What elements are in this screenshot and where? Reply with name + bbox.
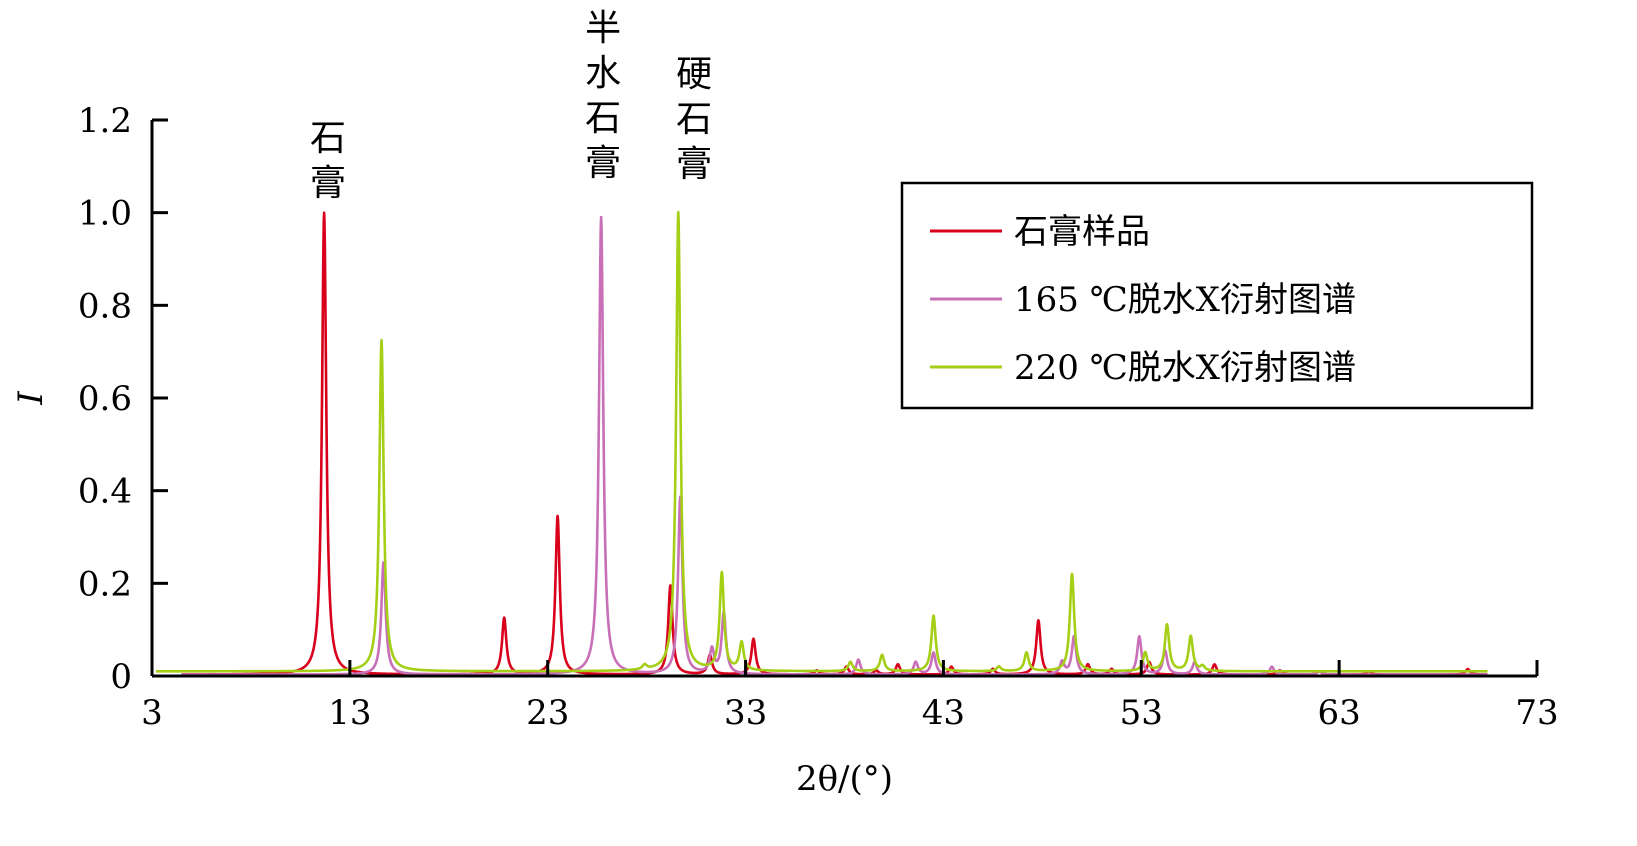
- legend-items: 石膏样品 165 ℃脱水X衍射图谱 220 ℃脱水X衍射图谱: [930, 212, 1356, 388]
- y-tick-label: 0.4: [78, 472, 132, 512]
- y-axis-ticks: 0 0.2 0.4 0.6 0.8 1.0 1.2: [78, 101, 168, 697]
- peak-annotation-char: 膏: [676, 144, 712, 185]
- x-tick-label: 43: [922, 693, 965, 733]
- legend-label-0: 石膏样品: [1014, 212, 1150, 252]
- legend-label-1: 165 ℃脱水X衍射图谱: [1014, 280, 1356, 320]
- legend-box: [900, 181, 1534, 410]
- plot-area: 3 13 23 33 43 53 63 73 00.20.40.60.81.01.2 石膏半水…: [78, 8, 1559, 733]
- peak-annotation: 石膏: [310, 118, 346, 204]
- legend-label-2: 220 ℃脱水X衍射图谱: [1014, 348, 1356, 388]
- series-line-1: [180, 215, 1489, 676]
- peak-annotation-char: 水: [585, 53, 621, 94]
- peak-annotation: 硬石膏: [676, 54, 712, 185]
- y-tick-label: 1.0: [78, 194, 132, 234]
- y-tick-label: 0.8: [78, 286, 132, 326]
- x-axis-title: 2θ/(°): [796, 759, 893, 799]
- y-tick-label: 0.2: [78, 564, 132, 604]
- x-tick-label: 3: [141, 693, 163, 733]
- x-tick-label: 33: [724, 693, 767, 733]
- peak-annotation-char: 石: [585, 98, 621, 139]
- peak-annotation-char: 膏: [310, 163, 346, 204]
- y-axis-title: I: [11, 391, 51, 406]
- y-tick-label: 0.6: [78, 379, 132, 419]
- peak-annotation-char: 硬: [676, 54, 712, 95]
- peak-annotation-char: 膏: [585, 143, 621, 184]
- y-tick-label: 1.2: [78, 101, 132, 141]
- x-tick-label: 73: [1515, 693, 1558, 733]
- y-tick-label: 0: [110, 657, 132, 697]
- x-axis-ticks: 3 13 23 33 43 53 63 73: [141, 660, 1559, 733]
- legend: 石膏样品 165 ℃脱水X衍射图谱 220 ℃脱水X衍射图谱: [900, 181, 1534, 410]
- x-tick-label: 63: [1318, 693, 1361, 733]
- peak-annotation-char: 石: [310, 118, 346, 159]
- peak-annotation-char: 石: [676, 99, 712, 140]
- x-tick-label: 13: [328, 693, 371, 733]
- series-group: [155, 210, 1489, 676]
- x-tick-label: 53: [1120, 693, 1163, 733]
- series-line-2: [155, 210, 1489, 673]
- peak-annotation-char: 半: [585, 8, 621, 49]
- x-tick-label: 23: [526, 693, 569, 733]
